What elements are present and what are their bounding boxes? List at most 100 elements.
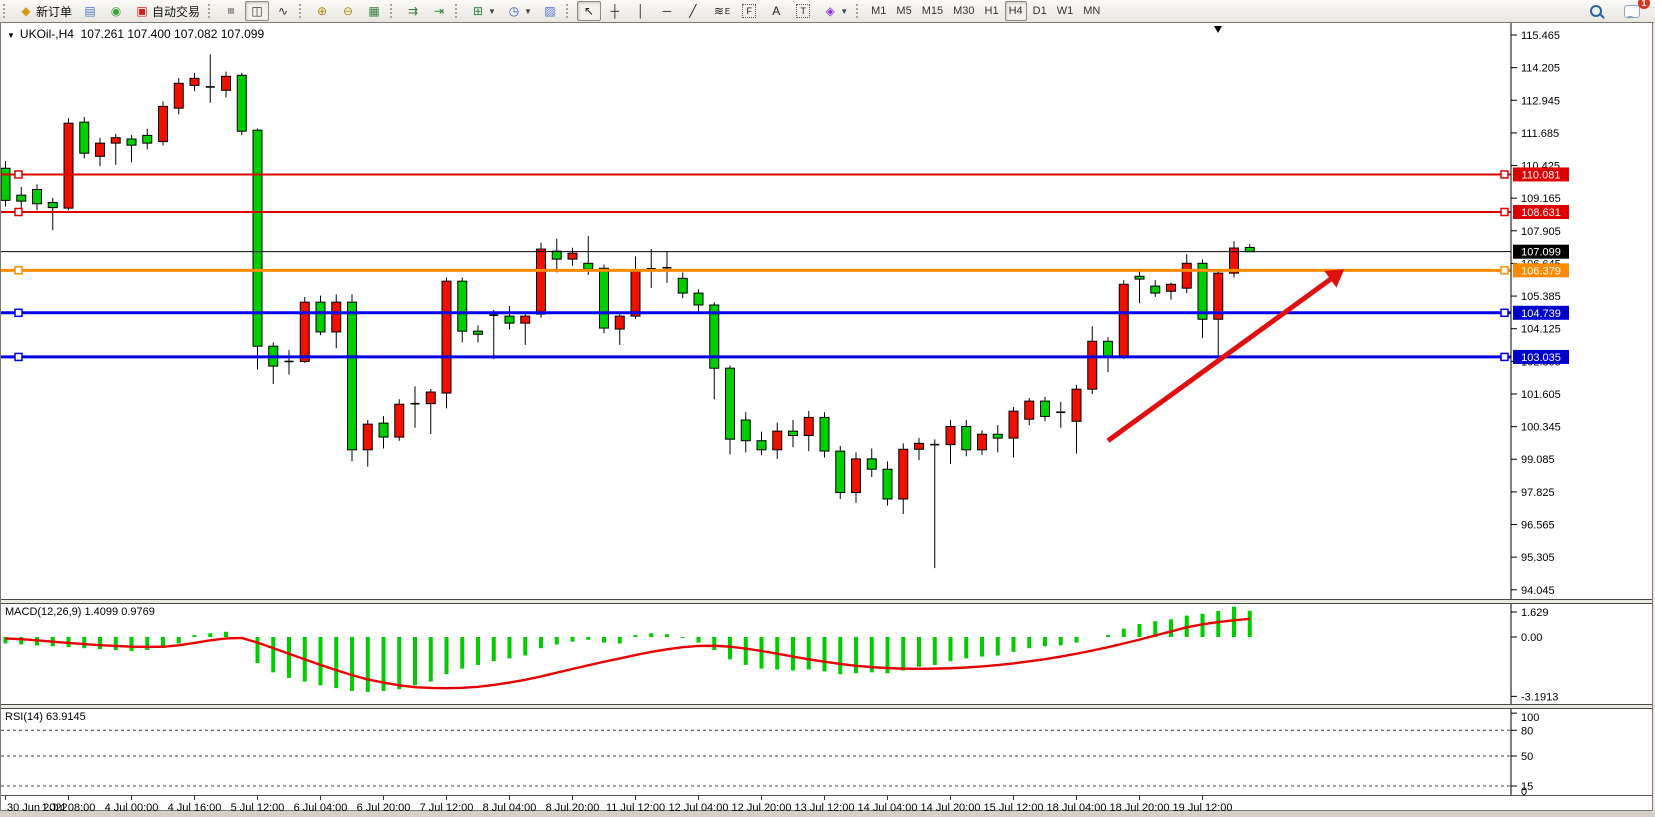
bull-candle (189, 77, 200, 86)
chart-upload-icon-button[interactable]: ▤ (78, 1, 102, 21)
toolbar: ◆ 新订单 ▤ ◉ ▣ 自动交易 ≡ ◫ ∿ ⊕ ⊖ ▦ ⇉ ⇥ ⊞ ▼ ◷ ▼ ▨ ↖ ┼ │ ─ ╱ ≋ E F A T ◈ ▼ M1 M5… (0, 0, 1655, 23)
fibonacci-button[interactable]: ≋ E (707, 1, 734, 21)
chart-dropdown-icon[interactable]: ▼ (7, 31, 15, 40)
arrows-icon: ◈ (825, 4, 835, 18)
tf-button-d1[interactable]: D1 (1029, 1, 1051, 21)
toolbar-grip[interactable] (3, 4, 9, 18)
new-order-button[interactable]: ◆ 新订单 (14, 1, 76, 21)
arrows-button[interactable]: ◈ ▼ (818, 1, 852, 21)
order-icon: ◆ (21, 4, 31, 18)
bull-candle (614, 315, 625, 330)
fibonacci-fan-button[interactable]: F (736, 1, 762, 21)
zoom-out-button[interactable]: ⊖ (336, 1, 360, 21)
toolbar-grip[interactable] (565, 4, 572, 18)
tf-button-w1[interactable]: W1 (1053, 1, 1078, 21)
line-handle[interactable] (14, 207, 23, 217)
line-handle[interactable] (14, 352, 23, 362)
template-icon: ▨ (544, 4, 556, 18)
panel-splitter[interactable] (1, 704, 1652, 709)
rsi-panel[interactable]: 100 80 50 15 0 RSI(14) 63.9145 (1, 709, 1652, 795)
autotrading-button[interactable]: ▣ 自动交易 (130, 1, 204, 21)
line-handle[interactable] (1500, 207, 1509, 217)
macd-main-value: 1.4099 (84, 606, 119, 618)
support-line-2[interactable] (1, 352, 1511, 362)
dropdown-arrow-icon[interactable]: ▼ (523, 6, 532, 16)
price-axis[interactable]: 115.465114.205112.945111.685110.425109.1… (1510, 23, 1569, 599)
dropdown-arrow-icon[interactable]: ▼ (840, 6, 849, 16)
cursor-button[interactable]: ↖ (576, 1, 601, 21)
tf-button-m30[interactable]: M30 (949, 1, 978, 21)
text-label-button[interactable]: T (790, 1, 816, 21)
window-bottom-strip (0, 811, 1655, 817)
macd-tick-label: 1.629 (1521, 607, 1549, 619)
pivot-line[interactable] (1, 266, 1511, 275)
price-tick-label: 112.945 (1521, 95, 1560, 107)
candlestick-chart-button[interactable]: ◫ (245, 1, 270, 21)
line-handle[interactable] (1500, 308, 1509, 318)
macd-axis[interactable]: 1.629 0.00 -3.1913 (1510, 604, 1558, 704)
line-handle[interactable] (1500, 170, 1509, 179)
rsi-tick-label: 100 (1521, 712, 1539, 724)
text-button[interactable]: A (764, 1, 788, 21)
resistance-line-2[interactable] (1, 207, 1511, 217)
tf-button-h1[interactable]: H1 (981, 1, 1003, 21)
toolbar-grip[interactable] (455, 4, 461, 18)
tf-button-m15[interactable]: M15 (918, 1, 947, 21)
line-handle[interactable] (1500, 352, 1509, 362)
notifications-button[interactable]: 1 (1620, 0, 1650, 21)
cursor-icon: ↖ (583, 4, 594, 18)
toolbar-grip[interactable] (390, 4, 396, 18)
template-button[interactable]: ▨ (538, 1, 562, 21)
line-handle[interactable] (1500, 266, 1509, 275)
line-chart-icon: ∿ (278, 4, 289, 18)
support-line-1[interactable] (1, 308, 1511, 318)
auto-scroll-button[interactable]: ⇉ (401, 1, 425, 21)
trendline-icon: ╱ (689, 4, 697, 18)
resistance-line-1[interactable] (1, 170, 1511, 179)
line-handle[interactable] (14, 266, 23, 275)
bars-chart-button[interactable]: ≡ (219, 1, 243, 21)
line-handle[interactable] (14, 170, 23, 179)
bear-candle (142, 134, 153, 144)
price-panel[interactable]: 115.465 114.205 112.945 111.685 110.425 109.1… (1, 23, 1652, 599)
tf-button-m5[interactable]: M5 (892, 1, 915, 21)
search-button[interactable] (1586, 1, 1606, 21)
macd-chart-canvas[interactable]: 1.629 0.00 -3.1913 (1, 604, 1654, 704)
line-handle[interactable] (14, 308, 23, 318)
toolbar-grip[interactable] (299, 4, 305, 18)
panel-splitter[interactable] (1, 599, 1652, 604)
trendline-button[interactable]: ╱ (681, 1, 705, 21)
bull-candle (299, 301, 310, 362)
bear-candle (788, 430, 798, 437)
toolbar-right: 1 (1585, 0, 1655, 21)
dropdown-arrow-icon[interactable]: ▼ (488, 6, 496, 16)
broadcast-icon-button[interactable]: ◉ (104, 1, 128, 21)
tf-button-mn[interactable]: MN (1079, 1, 1104, 21)
crosshair-button[interactable]: ┼ (603, 1, 627, 21)
zoom-in-button[interactable]: ⊕ (310, 1, 334, 21)
period-button[interactable]: ◷ ▼ (502, 1, 536, 21)
macd-panel[interactable]: 1.629 0.00 -3.1913 MACD(12,26,9) 1.4099 0.… (1, 604, 1652, 704)
tile-windows-button[interactable]: ▦ (362, 1, 386, 21)
vertical-line-button[interactable]: │ (629, 1, 653, 21)
chart-title[interactable]: ▼ UKOil-,H4 107.261 107.400 107.082 107.0… (7, 27, 264, 41)
add-indicator-button[interactable]: ⊞ ▼ (466, 1, 500, 21)
toolbar-grip[interactable] (208, 4, 214, 18)
tf-button-h4[interactable]: H4 (1004, 1, 1027, 21)
price-tick-label: 109.165 (1521, 193, 1561, 205)
time-axis[interactable]: 30 Jun 2022 1 Jul 08:00 4 Jul 00:00 4 Jul 1… (1, 795, 1652, 817)
trend-arrow-annotation[interactable] (1106, 269, 1345, 443)
bear-candle (16, 194, 27, 202)
chart-shift-button[interactable]: ⇥ (427, 1, 451, 21)
bull-candle (1071, 388, 1082, 422)
bear-candle (1244, 246, 1255, 253)
horizontal-line-button[interactable]: ─ (655, 1, 679, 21)
toolbar-grip[interactable] (856, 4, 862, 18)
svg-text:103.035: 103.035 (1521, 352, 1561, 364)
chart-shift-marker[interactable] (1214, 26, 1222, 33)
tf-button-m1[interactable]: M1 (867, 1, 890, 21)
price-chart-canvas[interactable]: 115.465114.205112.945111.685110.425109.1… (1, 23, 1654, 599)
line-chart-button[interactable]: ∿ (271, 1, 295, 21)
